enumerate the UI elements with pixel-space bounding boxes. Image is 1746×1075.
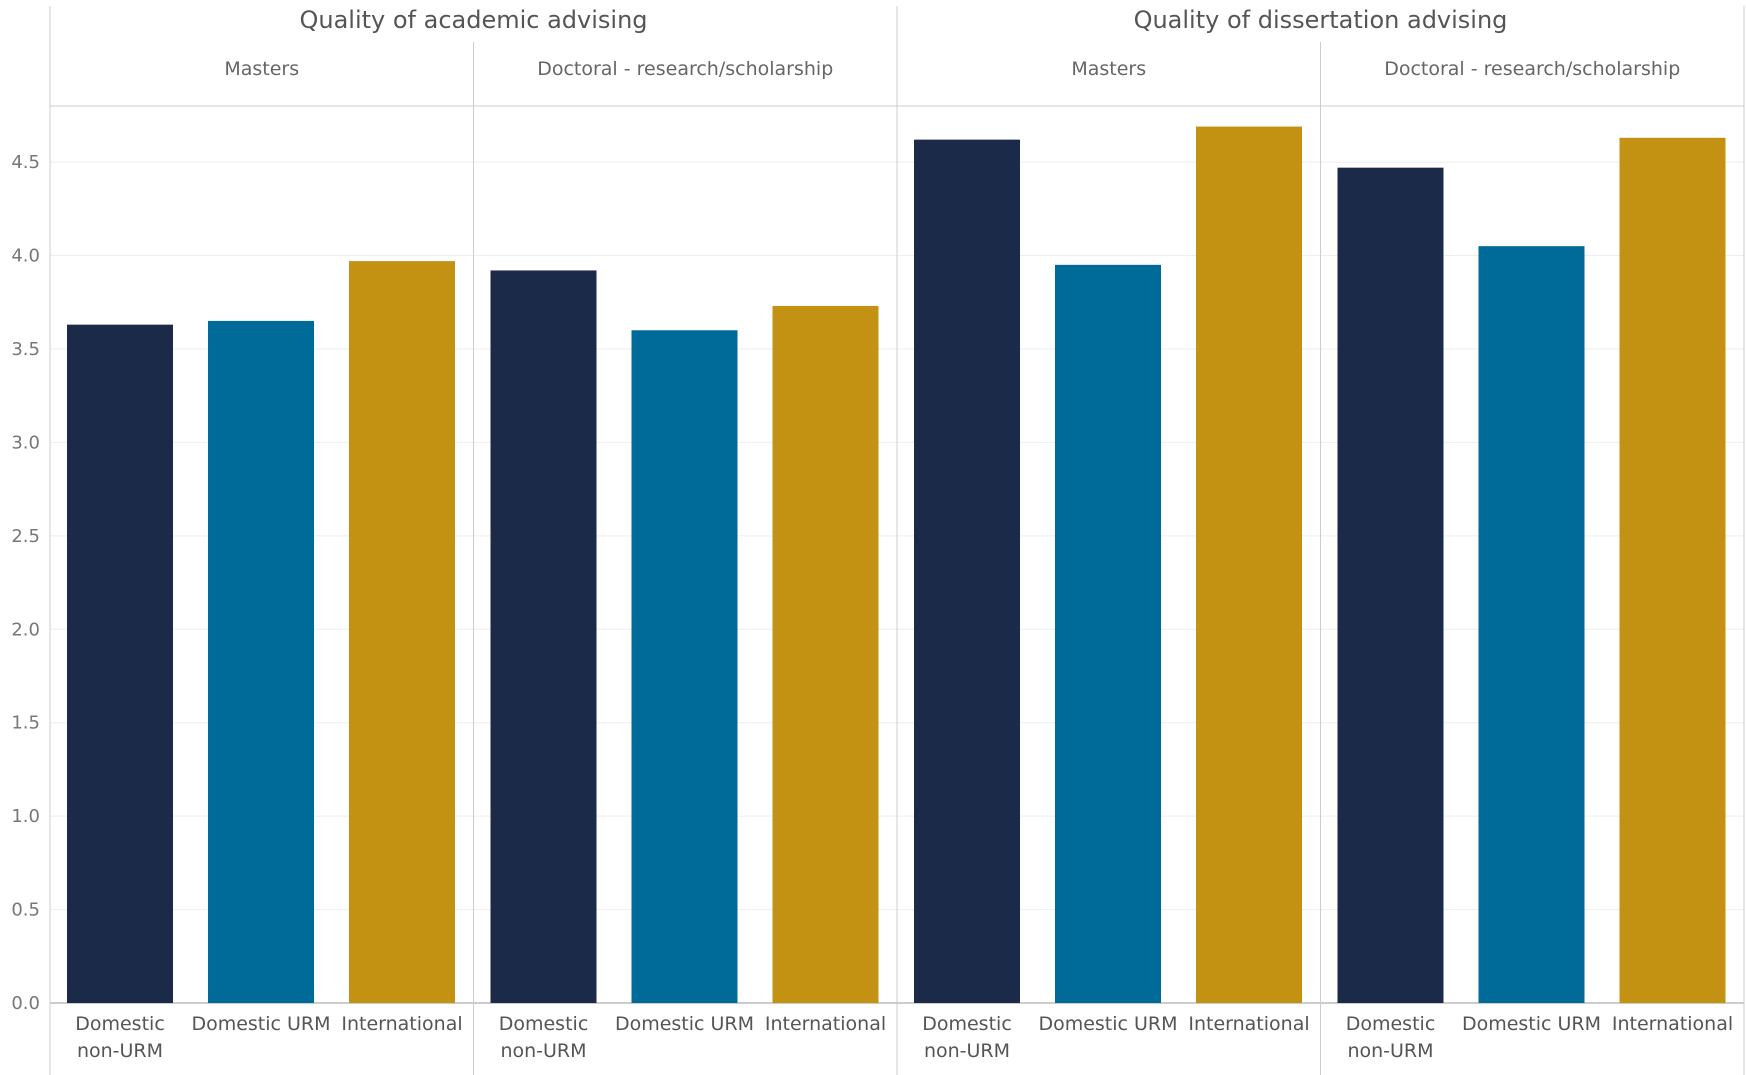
group-title: Quality of academic advising (299, 6, 647, 34)
bar-domestic-urm[interactable] (208, 320, 314, 1003)
x-category-label: International (341, 1013, 462, 1035)
panel-title: Doctoral - research/scholarship (537, 58, 833, 80)
x-category-label: Domestic URM (615, 1013, 754, 1035)
y-tick-label: 2.5 (11, 526, 40, 547)
x-category-label: non-URM (77, 1040, 163, 1062)
y-tick-label: 4.0 (11, 246, 40, 267)
y-tick-label: 1.5 (11, 713, 40, 734)
bar-domestic-non-urm[interactable] (67, 324, 173, 1003)
panel-title: Masters (224, 58, 299, 80)
y-tick-label: 3.0 (11, 432, 40, 453)
bar-international[interactable] (1619, 137, 1726, 1004)
x-category-label: Domestic (75, 1013, 165, 1035)
y-tick-label: 4.5 (11, 152, 40, 173)
bar-international[interactable] (1196, 126, 1302, 1003)
x-category-label: Domestic (499, 1013, 589, 1035)
x-category-label: International (1612, 1013, 1733, 1035)
bar-domestic-non-urm[interactable] (1337, 167, 1444, 1003)
x-category-label: International (765, 1013, 886, 1035)
bar-domestic-urm[interactable] (631, 330, 738, 1003)
x-category-label: Domestic (1346, 1013, 1436, 1035)
x-category-label: Domestic URM (1038, 1013, 1177, 1035)
x-category-label: Domestic (922, 1013, 1012, 1035)
bar-domestic-non-urm[interactable] (914, 139, 1020, 1003)
bar-international[interactable] (772, 305, 879, 1003)
y-tick-label: 1.0 (11, 806, 40, 827)
bar-domestic-urm[interactable] (1055, 264, 1161, 1003)
x-category-label: International (1188, 1013, 1309, 1035)
x-category-label: non-URM (500, 1040, 586, 1062)
x-category-label: Domestic URM (1462, 1013, 1601, 1035)
x-category-label: non-URM (924, 1040, 1010, 1062)
bar-international[interactable] (349, 261, 455, 1003)
y-tick-label: 3.5 (11, 339, 40, 360)
group-title: Quality of dissertation advising (1134, 6, 1508, 34)
x-category-label: Domestic URM (191, 1013, 330, 1035)
y-tick-label: 0.0 (11, 993, 40, 1014)
bar-domestic-urm[interactable] (1478, 246, 1585, 1003)
panel-title: Masters (1071, 58, 1146, 80)
panel-title: Doctoral - research/scholarship (1384, 58, 1680, 80)
y-tick-label: 2.0 (11, 619, 40, 640)
x-category-label: non-URM (1347, 1040, 1433, 1062)
y-tick-label: 0.5 (11, 900, 40, 921)
bar-domestic-non-urm[interactable] (490, 270, 597, 1003)
